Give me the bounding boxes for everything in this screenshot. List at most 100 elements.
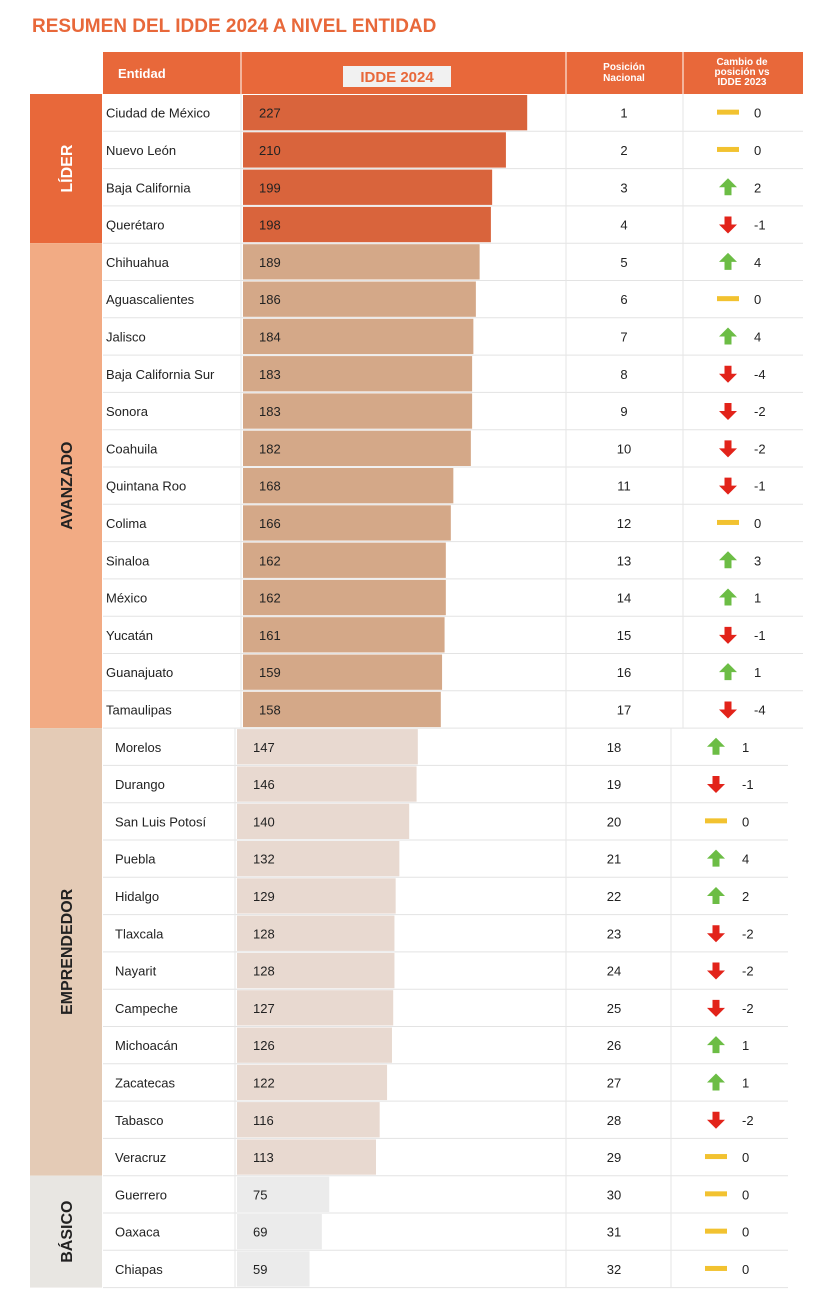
position-label: 19	[607, 777, 621, 792]
change-label: 4	[754, 255, 761, 270]
value-label: 129	[253, 889, 275, 904]
entity-label: San Luis Potosí	[115, 814, 206, 829]
value-label: 161	[259, 628, 281, 643]
change-label: -1	[754, 479, 766, 494]
position-label: 29	[607, 1150, 621, 1165]
change-label: -4	[754, 702, 766, 717]
entity-label: Guerrero	[115, 1187, 167, 1202]
entity-label: Campeche	[115, 1001, 178, 1016]
no-change-icon	[717, 146, 739, 152]
header-value: IDDE 2024	[360, 69, 434, 86]
position-label: 28	[607, 1113, 621, 1128]
no-change-icon	[705, 1228, 727, 1234]
up-arrow-icon	[707, 1036, 725, 1054]
value-bar	[243, 132, 506, 168]
change-label: -2	[742, 1001, 754, 1016]
no-change-icon	[717, 109, 739, 115]
entity-label: Morelos	[115, 740, 162, 755]
no-change-icon	[705, 818, 727, 824]
up-arrow-icon	[719, 327, 737, 345]
value-label: 162	[259, 553, 281, 568]
up-arrow-icon	[707, 849, 725, 867]
change-label: 1	[754, 665, 761, 680]
change-label: 0	[754, 143, 761, 158]
down-arrow-icon	[719, 626, 737, 644]
position-label: 8	[620, 367, 627, 382]
value-label: 159	[259, 665, 281, 680]
header-change-line: IDDE 2023	[718, 77, 767, 88]
change-label: 0	[742, 1150, 749, 1165]
change-label: 4	[754, 329, 761, 344]
group-label-basico	[30, 1175, 102, 1288]
change-label: 0	[754, 106, 761, 121]
value-bar	[243, 393, 473, 429]
value-bar	[243, 206, 491, 243]
position-label: 18	[607, 740, 621, 755]
position-label: 10	[617, 441, 631, 456]
value-bar	[237, 729, 418, 765]
position-label: 5	[620, 255, 627, 270]
down-arrow-icon	[719, 216, 737, 234]
change-label: 3	[754, 553, 761, 568]
value-label: 127	[253, 1001, 275, 1016]
change-label: 4	[742, 852, 749, 867]
value-label: 132	[253, 852, 275, 867]
value-label: 116	[253, 1113, 274, 1128]
change-label: 0	[742, 1187, 749, 1202]
change-label: 2	[754, 180, 761, 195]
value-label: 158	[259, 702, 281, 717]
value-bar	[237, 1139, 376, 1175]
entity-label: Jalisco	[106, 329, 146, 344]
position-label: 1	[620, 106, 627, 121]
entity-label: Yucatán	[106, 628, 153, 643]
up-arrow-icon	[719, 588, 737, 606]
change-label: -4	[754, 367, 766, 382]
entity-label: Sinaloa	[106, 553, 150, 568]
value-label: 128	[253, 964, 275, 979]
entity-label: Oaxaca	[115, 1225, 161, 1240]
position-label: 22	[607, 889, 621, 904]
value-label: 210	[259, 143, 281, 158]
position-label: 25	[607, 1001, 621, 1016]
value-label: 227	[259, 106, 281, 121]
value-label: 113	[253, 1150, 274, 1165]
position-label: 15	[617, 628, 631, 643]
position-label: 14	[617, 591, 631, 606]
no-change-icon	[705, 1191, 727, 1197]
value-label: 162	[259, 591, 281, 606]
value-bar	[237, 915, 395, 951]
value-bar	[243, 617, 445, 653]
no-change-icon	[705, 1154, 727, 1160]
position-label: 21	[607, 852, 621, 867]
up-arrow-icon	[719, 178, 737, 196]
down-arrow-icon	[719, 365, 737, 383]
up-arrow-icon	[707, 737, 725, 755]
group-label-lider	[30, 94, 102, 244]
change-label: 0	[754, 516, 761, 531]
change-label: -1	[742, 777, 754, 792]
down-arrow-icon	[707, 925, 725, 943]
group-label-avanzado	[30, 243, 102, 729]
value-bar	[237, 878, 396, 914]
change-label: 0	[742, 1262, 749, 1277]
down-arrow-icon	[719, 701, 737, 719]
entity-label: Tlaxcala	[115, 926, 164, 941]
group-name-emprendedor: EMPRENDEDOR	[59, 888, 76, 1015]
position-label: 2	[620, 143, 627, 158]
position-label: 6	[620, 292, 627, 307]
position-label: 13	[617, 553, 631, 568]
up-arrow-icon	[719, 551, 737, 569]
position-label: 3	[620, 180, 627, 195]
position-label: 30	[607, 1187, 621, 1202]
position-label: 4	[620, 218, 627, 233]
entity-label: Veracruz	[115, 1150, 166, 1165]
position-label: 23	[607, 926, 621, 941]
down-arrow-icon	[707, 999, 725, 1017]
value-bar	[237, 1027, 392, 1063]
value-bar	[243, 244, 480, 280]
value-bar	[243, 356, 473, 392]
chart-title: RESUMEN DEL IDDE 2024 A NIVEL ENTIDAD	[32, 16, 436, 37]
change-label: 0	[754, 292, 761, 307]
value-bar	[243, 654, 443, 690]
